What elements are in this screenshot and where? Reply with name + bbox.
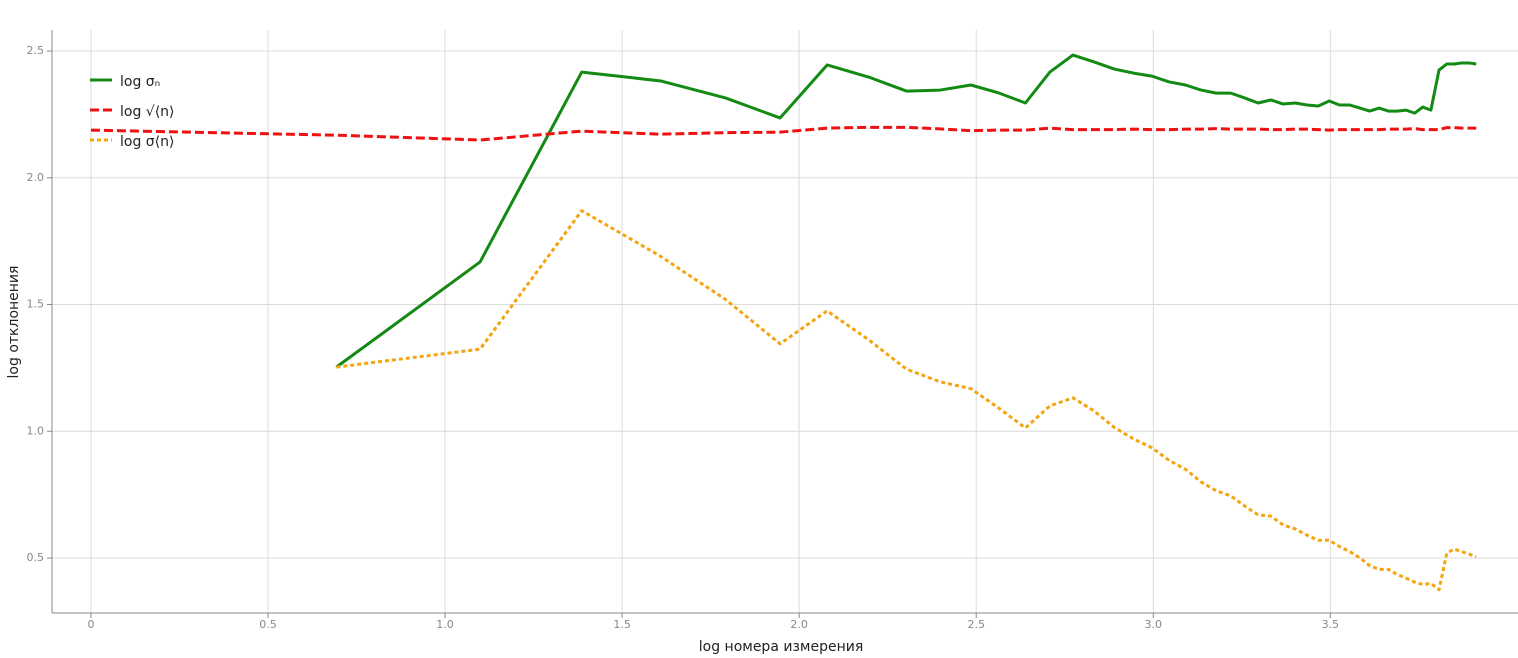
y-tick-label: 2.0 (27, 171, 45, 184)
y-axis-label: log отклонения (6, 266, 22, 379)
x-tick-label: 3.0 (1145, 618, 1163, 631)
legend-label: log σ⟨n⟩ (120, 134, 174, 150)
x-axis-label: log номера измерения (699, 639, 864, 655)
series-line (336, 209, 1477, 592)
series-line (90, 125, 1477, 142)
x-tick-label: 1.5 (613, 618, 631, 631)
legend-label: log √⟨n⟩ (120, 104, 175, 120)
x-tick-label: 0 (87, 618, 94, 631)
legend-label: log σₙ (120, 74, 160, 90)
y-tick-label: 0.5 (27, 551, 45, 564)
x-tick-label: 3.5 (1322, 618, 1340, 631)
series-line (335, 53, 1477, 369)
y-tick-label: 1.5 (27, 298, 45, 311)
x-tick-label: 0.5 (259, 618, 277, 631)
x-tick-label: 1.0 (436, 618, 454, 631)
y-tick-label: 1.0 (27, 424, 45, 437)
y-tick-label: 2.5 (27, 44, 45, 57)
x-tick-label: 2.0 (790, 618, 808, 631)
x-tick-label: 2.5 (967, 618, 985, 631)
